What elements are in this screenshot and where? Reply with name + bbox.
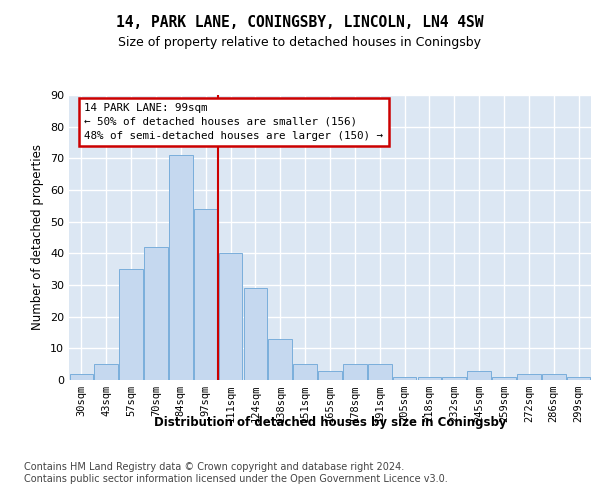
Bar	[542, 374, 566, 380]
Bar	[70, 374, 93, 380]
Bar	[418, 377, 441, 380]
Bar	[368, 364, 392, 380]
Bar	[442, 377, 466, 380]
Text: 14, PARK LANE, CONINGSBY, LINCOLN, LN4 4SW: 14, PARK LANE, CONINGSBY, LINCOLN, LN4 4…	[116, 15, 484, 30]
Bar	[293, 364, 317, 380]
Bar	[194, 209, 218, 380]
Bar	[169, 155, 193, 380]
Bar	[517, 374, 541, 380]
Bar	[219, 254, 242, 380]
Text: Size of property relative to detached houses in Coningsby: Size of property relative to detached ho…	[119, 36, 482, 49]
Bar	[567, 377, 590, 380]
Bar	[318, 370, 342, 380]
Bar	[119, 269, 143, 380]
Bar	[244, 288, 267, 380]
Bar	[393, 377, 416, 380]
Bar	[268, 339, 292, 380]
Bar	[343, 364, 367, 380]
Bar	[144, 247, 168, 380]
Text: Contains HM Land Registry data © Crown copyright and database right 2024.
Contai: Contains HM Land Registry data © Crown c…	[24, 462, 448, 484]
Bar	[94, 364, 118, 380]
Bar	[467, 370, 491, 380]
Bar	[492, 377, 516, 380]
Y-axis label: Number of detached properties: Number of detached properties	[31, 144, 44, 330]
Text: Distribution of detached houses by size in Coningsby: Distribution of detached houses by size …	[154, 416, 506, 429]
Text: 14 PARK LANE: 99sqm
← 50% of detached houses are smaller (156)
48% of semi-detac: 14 PARK LANE: 99sqm ← 50% of detached ho…	[85, 103, 383, 141]
